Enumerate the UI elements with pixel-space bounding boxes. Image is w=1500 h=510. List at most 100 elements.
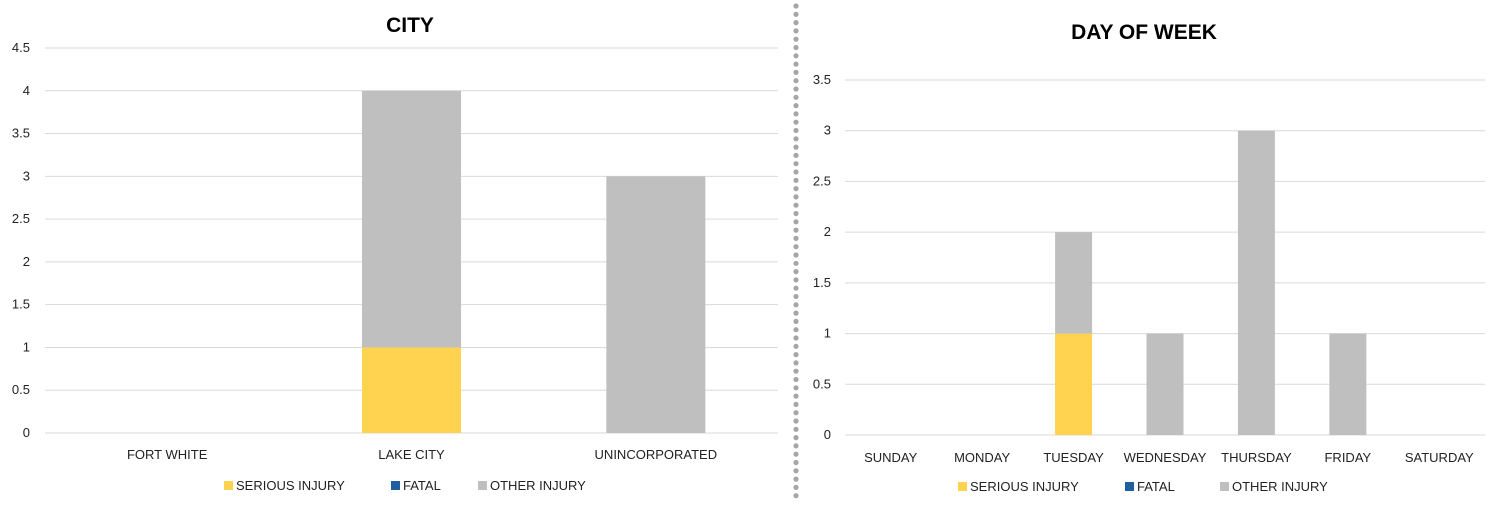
day-of-week-bar-serious-injury-tuesday <box>1055 333 1093 435</box>
city-legend-label: OTHER INJURY <box>490 478 586 493</box>
divider-dot <box>793 28 799 34</box>
divider-dot <box>793 335 799 341</box>
divider-dot <box>793 210 799 217</box>
day-of-week-y-axis: 0 0.5 1 1.5 2 2.5 3 3.5 <box>813 72 831 442</box>
divider-dot <box>793 235 799 241</box>
divider-dot <box>793 443 799 449</box>
divider-dot <box>793 119 799 125</box>
divider-dot <box>793 152 799 158</box>
divider-dot <box>793 11 799 17</box>
divider-dot <box>793 302 799 308</box>
divider-dot <box>793 352 799 358</box>
divider-dot <box>793 468 799 474</box>
day-of-week-bar-other-injury-wednesday <box>1146 333 1184 435</box>
divider-dot <box>793 219 799 225</box>
divider-dot <box>793 459 799 466</box>
city-y-tick-label: 2 <box>23 254 30 269</box>
day-of-week-y-tick-label: 3.5 <box>813 72 831 87</box>
day-of-week-category-label: SUNDAY <box>864 450 918 465</box>
day-of-week-x-axis: SUNDAY MONDAY TUESDAY WEDNESDAY THURSDAY FRID… <box>864 450 1474 465</box>
day-of-week-chart: DAY OF WEEK 0 0.5 1 1.5 2 2.5 3 3.5 SUNDAY MONDA… <box>813 21 1485 494</box>
divider-dot <box>793 476 799 482</box>
day-of-week-legend-swatch <box>1220 482 1229 491</box>
divider-dot <box>793 393 799 399</box>
day-of-week-category-label: THURSDAY <box>1221 450 1292 465</box>
city-bars <box>362 90 706 434</box>
city-y-axis: 0 0.5 1 1.5 2 2.5 3 3.5 4 4.5 <box>12 40 30 440</box>
divider-dot <box>793 69 799 75</box>
city-x-axis: FORT WHITE LAKE CITY UNINCORPORATED <box>127 447 717 462</box>
day-of-week-y-tick-label: 0 <box>824 427 831 442</box>
day-of-week-legend: SERIOUS INJURY FATAL OTHER INJURY <box>958 479 1328 494</box>
city-legend-label: FATAL <box>403 478 441 493</box>
divider-dot <box>793 194 799 200</box>
divider-dot <box>793 310 799 316</box>
divider-dot <box>793 343 799 349</box>
city-legend-swatch <box>224 481 233 490</box>
city-legend: SERIOUS INJURY FATAL OTHER INJURY <box>224 478 586 493</box>
divider-dot <box>793 435 799 441</box>
city-y-tick-label: 4 <box>23 83 30 98</box>
divider-dot <box>793 360 799 366</box>
day-of-week-legend-label: OTHER INJURY <box>1232 479 1328 494</box>
day-of-week-y-tick-label: 1.5 <box>813 275 831 290</box>
divider-dot <box>793 410 799 416</box>
divider-dot <box>793 20 799 26</box>
city-y-tick-label: 1.5 <box>12 297 30 312</box>
city-legend-swatch <box>478 481 487 490</box>
divider-dot <box>793 36 799 42</box>
city-category-label: FORT WHITE <box>127 447 208 462</box>
divider-dot <box>793 293 799 300</box>
city-y-tick-label: 4.5 <box>12 40 30 55</box>
day-of-week-bar-other-injury-friday <box>1329 333 1367 435</box>
city-y-tick-label: 3 <box>23 168 30 183</box>
panel-divider <box>793 3 799 499</box>
day-of-week-legend-swatch <box>1125 482 1134 491</box>
divider-dot <box>793 252 799 258</box>
day-of-week-category-label: FRIDAY <box>1324 450 1371 465</box>
divider-dot <box>793 426 799 432</box>
divider-dot <box>793 260 799 266</box>
day-of-week-category-label: WEDNESDAY <box>1124 450 1207 465</box>
day-of-week-y-tick-label: 1 <box>824 326 831 341</box>
city-bar-other-injury-unincorporated <box>606 176 706 434</box>
divider-dot <box>793 169 799 175</box>
divider-dot <box>793 202 799 208</box>
divider-dot <box>793 493 799 499</box>
divider-dot <box>793 78 799 84</box>
divider-dot <box>793 376 799 383</box>
divider-dot <box>793 94 799 100</box>
city-chart: CITY 0 0.5 1 1.5 2 2.5 3 3.5 4 4.5 FORT WHITE LAKE… <box>12 14 778 493</box>
city-legend-label: SERIOUS INJURY <box>236 478 345 493</box>
city-y-tick-label: 0.5 <box>12 382 30 397</box>
city-chart-title: CITY <box>386 14 434 37</box>
divider-dot <box>793 44 799 51</box>
divider-dot <box>793 327 799 333</box>
divider-dot <box>793 418 799 424</box>
divider-dot <box>793 3 799 9</box>
city-y-tick-label: 3.5 <box>12 126 30 141</box>
divider-dot <box>793 61 799 67</box>
divider-dot <box>793 127 799 134</box>
divider-dot <box>793 269 799 275</box>
divider-dot <box>793 144 799 150</box>
divider-dot <box>793 53 799 59</box>
city-y-tick-label: 2.5 <box>12 211 30 226</box>
day-of-week-category-label: TUESDAY <box>1043 450 1104 465</box>
divider-dot <box>793 177 799 183</box>
day-of-week-legend-swatch <box>958 482 967 491</box>
divider-dot <box>793 451 799 457</box>
divider-dot <box>793 385 799 391</box>
day-of-week-y-tick-label: 3 <box>824 123 831 138</box>
day-of-week-y-tick-label: 2 <box>824 224 831 239</box>
day-of-week-legend-label: FATAL <box>1137 479 1175 494</box>
divider-dot <box>793 401 799 407</box>
city-category-label: UNINCORPORATED <box>595 447 718 462</box>
divider-dot <box>793 136 799 142</box>
day-of-week-chart-title: DAY OF WEEK <box>1071 21 1217 44</box>
divider-dot <box>793 484 799 490</box>
city-category-label: LAKE CITY <box>378 447 445 462</box>
divider-dot <box>793 227 799 233</box>
day-of-week-y-tick-label: 2.5 <box>813 173 831 188</box>
day-of-week-legend-label: SERIOUS INJURY <box>970 479 1079 494</box>
